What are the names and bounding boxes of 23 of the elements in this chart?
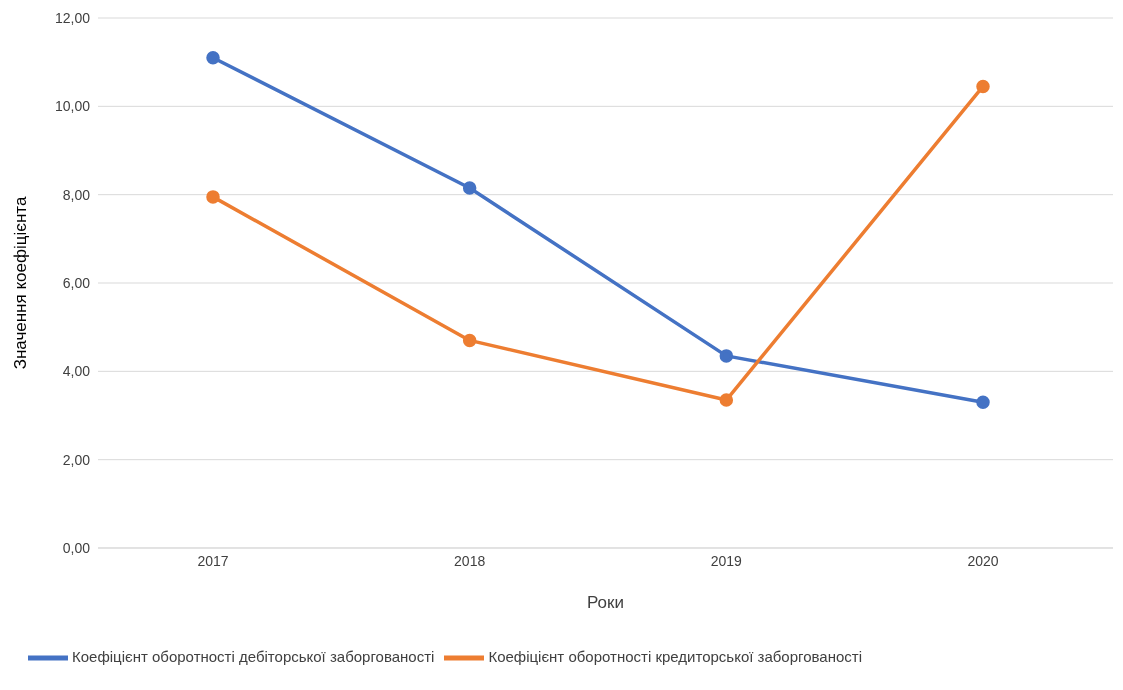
legend-label: Коефіцієнт оборотності кредиторської заборгованості — [488, 647, 863, 665]
point — [719, 393, 734, 407]
y-tick-label: 10,00 — [54, 98, 91, 115]
point — [462, 333, 477, 348]
y-tick-label: 8,00 — [62, 186, 91, 203]
x-tick-label: 2020 — [967, 552, 999, 569]
point — [976, 395, 990, 409]
y-tick-label: 4,00 — [62, 363, 91, 380]
point — [462, 181, 477, 195]
legend-label: Коефіцієнт оборотності дебіторської заборгованості — [72, 647, 435, 665]
x-tick-label: 2019 — [710, 552, 743, 569]
point — [206, 190, 220, 204]
x-tick-label: 2018 — [454, 552, 486, 569]
point — [206, 51, 220, 65]
y-tick-label: 12,00 — [54, 9, 91, 26]
y-tick-label: 6,00 — [62, 274, 91, 291]
point — [719, 349, 734, 363]
point — [976, 79, 990, 94]
y-tick-label: 0,00 — [62, 539, 91, 556]
x-tick-label: 2017 — [197, 552, 229, 569]
y-tick-label: 2,00 — [62, 451, 91, 468]
y-axis-title: Значення коефіцієнта — [11, 196, 31, 370]
x-axis-title: Роки — [587, 593, 624, 612]
